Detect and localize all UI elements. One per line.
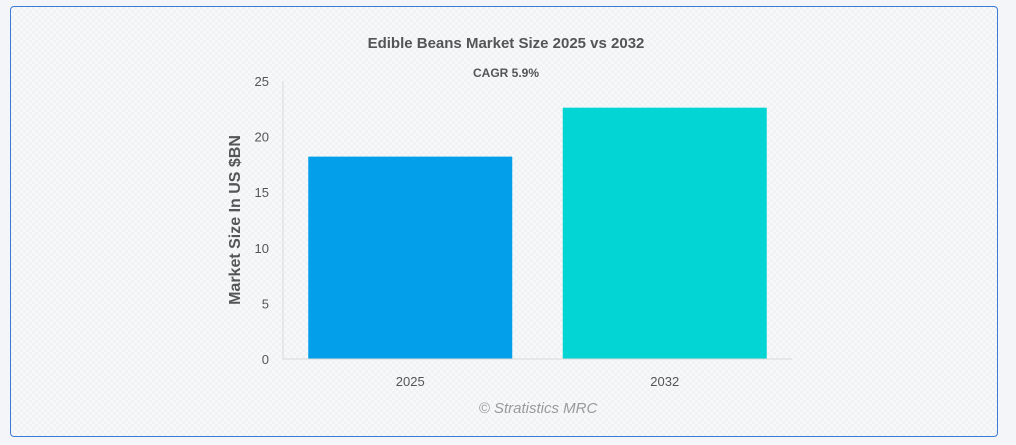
- y-tick-label: 20: [255, 130, 269, 145]
- y-tick-label: 10: [255, 241, 269, 256]
- y-axis-label: Market Size In US $BN: [227, 135, 244, 305]
- credit-text: © Stratistics MRC: [479, 400, 598, 417]
- bar-2032: [562, 107, 767, 359]
- y-tick-label: 5: [262, 296, 269, 311]
- x-tick-label: 2032: [650, 374, 679, 389]
- y-tick-label: 0: [262, 352, 269, 367]
- chart-title: Edible Beans Market Size 2025 vs 2032: [368, 35, 645, 52]
- x-tick-label: 2025: [396, 374, 425, 389]
- y-tick-label: 25: [255, 74, 269, 89]
- y-axis-ticks: 0 5 10 15 20 25: [255, 74, 269, 367]
- chart-subtitle: CAGR 5.9%: [473, 66, 539, 80]
- y-tick-label: 15: [255, 185, 269, 200]
- bar-2025: [308, 156, 513, 359]
- bars: [308, 107, 767, 359]
- x-axis-ticks: 2025 2032: [396, 374, 679, 389]
